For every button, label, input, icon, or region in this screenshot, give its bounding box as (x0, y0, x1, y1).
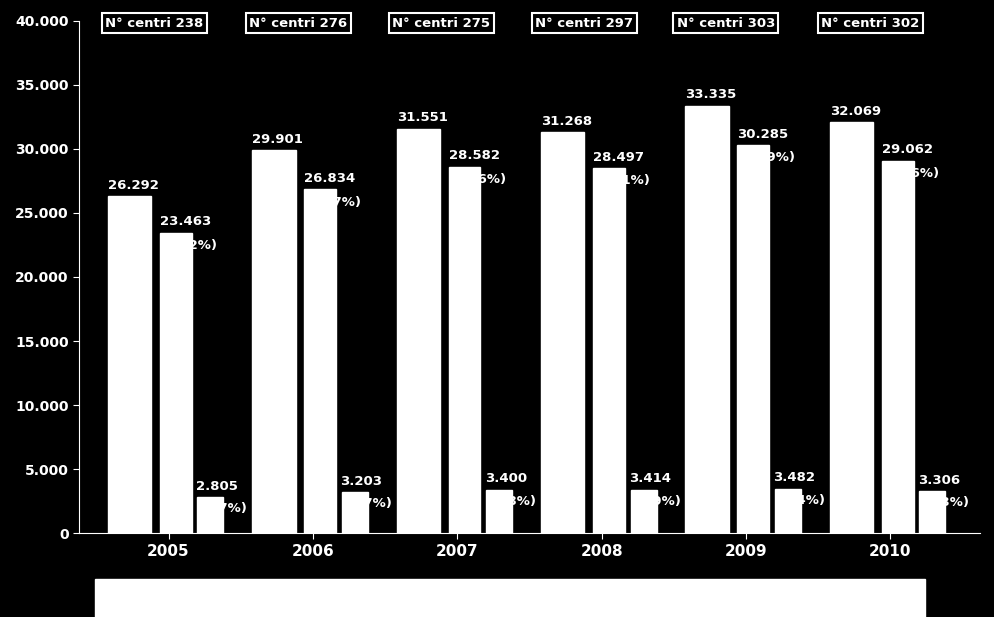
Text: 10,4%): 10,4%) (772, 494, 825, 507)
Text: N° centri 302: N° centri 302 (820, 17, 918, 30)
Bar (342, 492, 368, 533)
Text: (90,6%): (90,6%) (448, 173, 506, 186)
Text: 26.834: 26.834 (304, 172, 355, 185)
Text: 3.306: 3.306 (917, 473, 959, 487)
Bar (829, 122, 873, 533)
Bar (252, 150, 295, 533)
Text: 33.335: 33.335 (685, 88, 736, 101)
Bar (197, 497, 224, 533)
Bar (448, 167, 480, 533)
Text: N° centri 275: N° centri 275 (392, 17, 490, 30)
Bar (881, 161, 912, 533)
Text: 29.901: 29.901 (252, 133, 303, 146)
Bar (918, 491, 944, 533)
Text: N° centri 297: N° centri 297 (535, 17, 632, 30)
Text: N° centri 303: N° centri 303 (676, 17, 774, 30)
Text: 2.805: 2.805 (196, 480, 238, 493)
Text: 30.285: 30.285 (737, 128, 788, 141)
Text: 28.497: 28.497 (592, 151, 643, 164)
Text: (89,2%): (89,2%) (160, 239, 218, 252)
Text: (91,1%): (91,1%) (592, 174, 650, 187)
Text: N° centri 276: N° centri 276 (249, 17, 347, 30)
Bar (397, 129, 439, 533)
Bar (592, 168, 624, 533)
Text: 26.292: 26.292 (107, 179, 159, 192)
Bar (774, 489, 800, 533)
Text: 3.482: 3.482 (772, 471, 815, 484)
Bar (630, 490, 656, 533)
Text: 32.069: 32.069 (829, 105, 880, 118)
Text: 10,3%): 10,3%) (917, 496, 969, 509)
Text: 3.203: 3.203 (340, 475, 382, 488)
Text: 10,8%): 10,8%) (484, 495, 536, 508)
Bar (304, 189, 336, 533)
Text: 29.062: 29.062 (881, 143, 932, 156)
Bar (737, 145, 768, 533)
Text: N° centri 238: N° centri 238 (105, 17, 203, 30)
Bar (160, 233, 192, 533)
Text: 23.463: 23.463 (160, 215, 211, 228)
Text: 3.400: 3.400 (484, 472, 527, 486)
Text: 10,7%): 10,7%) (340, 497, 392, 510)
Bar (486, 490, 512, 533)
Text: 10,7%): 10,7%) (196, 502, 248, 515)
Text: 3.414: 3.414 (628, 472, 671, 485)
Bar (107, 196, 151, 533)
Text: 31.551: 31.551 (397, 111, 447, 125)
Text: 28.582: 28.582 (448, 149, 499, 162)
Bar (541, 133, 583, 533)
Text: (90,9%): (90,9%) (737, 151, 794, 164)
Text: (90,6%): (90,6%) (881, 167, 939, 180)
Text: (89,7%): (89,7%) (304, 196, 362, 209)
Text: 10,9%): 10,9%) (628, 495, 680, 508)
Bar (685, 106, 728, 533)
Text: 31.268: 31.268 (541, 115, 591, 128)
